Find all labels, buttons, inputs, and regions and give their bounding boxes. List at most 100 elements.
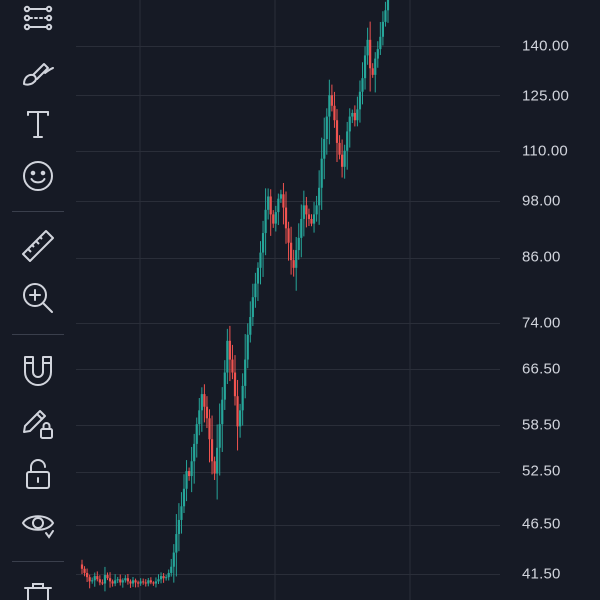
chart-pane[interactable]: [76, 0, 500, 600]
candle: [131, 576, 135, 587]
price-label: 52.50: [522, 462, 561, 480]
lock-all-tool-button[interactable]: [14, 452, 62, 496]
candle-body: [290, 242, 293, 261]
candle-body: [239, 410, 242, 427]
candle-body: [318, 187, 321, 206]
remove-drawings-tool-button[interactable]: [14, 574, 62, 600]
candle: [244, 334, 247, 399]
candle-body: [369, 39, 372, 69]
candle: [126, 573, 129, 585]
candle: [198, 398, 201, 436]
candle-body: [131, 580, 135, 584]
candle-body: [320, 158, 323, 188]
candle: [361, 62, 364, 105]
candle-body: [124, 578, 127, 581]
candle-body: [351, 112, 354, 117]
candle-body: [366, 39, 369, 56]
candle: [96, 571, 99, 582]
candle: [323, 117, 326, 180]
candle-body: [103, 575, 107, 584]
zoom-in-tool-button[interactable]: [14, 276, 62, 320]
candle: [312, 201, 316, 233]
candle: [272, 210, 275, 228]
candle: [277, 193, 280, 226]
candle: [302, 190, 305, 237]
candle: [318, 170, 321, 225]
patterns-tool-button[interactable]: [14, 0, 62, 44]
candle-body: [91, 580, 94, 582]
candle: [114, 574, 117, 587]
unlock-icon: [26, 459, 50, 489]
candle-body: [177, 519, 180, 535]
candle: [338, 135, 341, 160]
candle-body: [175, 534, 178, 553]
candle: [185, 460, 188, 502]
candle-body: [80, 564, 84, 569]
candle-body: [379, 36, 382, 50]
candle: [236, 379, 239, 451]
candle: [195, 417, 198, 458]
candle-body: [261, 233, 265, 253]
candle-body: [159, 576, 163, 580]
measure-tool-button[interactable]: [14, 224, 62, 268]
candle: [295, 236, 298, 291]
candle: [305, 196, 308, 228]
candle-body: [251, 297, 254, 318]
candle-body: [147, 580, 150, 584]
candle: [381, 11, 384, 46]
trash-icon: [24, 583, 52, 600]
candle-body: [254, 283, 257, 298]
magnet-mode-tool-button[interactable]: [14, 348, 62, 392]
candlestick-chart[interactable]: [76, 0, 500, 600]
candle: [106, 572, 109, 581]
candle-body: [300, 218, 303, 238]
candle-body: [96, 576, 99, 580]
candle-body: [170, 566, 173, 573]
candle: [213, 456, 216, 480]
emoji-tool-button[interactable]: [14, 154, 62, 198]
candle-body: [341, 154, 344, 167]
candle: [175, 514, 178, 577]
brush-tool-button[interactable]: [14, 50, 62, 94]
hide-drawings-tool-button[interactable]: [14, 502, 62, 546]
candle-body: [277, 198, 280, 213]
candle: [297, 223, 300, 260]
price-label: 140.00: [522, 37, 570, 55]
candle-body: [272, 214, 275, 224]
candle-body: [328, 95, 331, 117]
candle: [379, 21, 382, 55]
candle: [320, 137, 323, 210]
candle: [190, 446, 193, 493]
candle: [124, 575, 127, 583]
candle: [292, 249, 295, 277]
candle-body: [356, 109, 359, 121]
candle-body: [203, 394, 206, 407]
candle: [307, 208, 311, 226]
candle-body: [335, 120, 339, 143]
candle-body: [157, 579, 160, 582]
price-label: 125.00: [522, 87, 570, 105]
candle: [363, 46, 367, 90]
candle: [226, 328, 229, 384]
candle-body: [282, 194, 285, 208]
candle: [221, 387, 224, 453]
candle: [223, 360, 226, 410]
candle-body: [88, 577, 91, 582]
candle-body: [149, 580, 152, 583]
text-tool-button[interactable]: [14, 102, 62, 146]
candle-body: [129, 581, 132, 584]
candle: [384, 1, 387, 27]
candle-body: [233, 372, 237, 397]
price-label: 110.00: [522, 142, 568, 160]
zoom-in-icon: [23, 283, 53, 313]
candle: [366, 27, 369, 65]
candle-body: [330, 95, 333, 106]
candle-body: [256, 267, 260, 284]
price-axis[interactable]: 140.00 125.00 110.00 98.00 86.00 74.00 6…: [500, 0, 600, 600]
candle-body: [221, 399, 224, 425]
candle-body: [381, 21, 384, 37]
candle-body: [267, 196, 270, 210]
candle-body: [231, 359, 234, 373]
candle-body: [346, 131, 349, 151]
lock-drawings-tool-button[interactable]: [14, 400, 62, 444]
